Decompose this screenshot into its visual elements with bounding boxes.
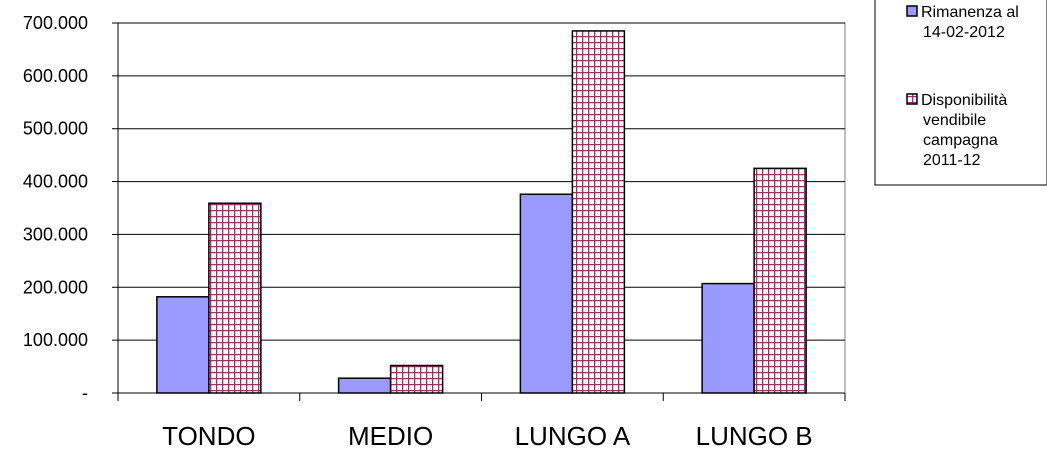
bar-lungo-b-series-1 (701, 282, 755, 394)
legend-label-series-1: 14-02-2012 (923, 24, 1005, 41)
legend-box (874, 0, 1047, 186)
y-tick-label: 500.000 (23, 119, 88, 139)
legend-swatch-series-1 (906, 5, 918, 17)
legend-label-series-2: campagna (923, 132, 998, 149)
y-tick-label: - (82, 383, 88, 403)
y-tick-label: 200.000 (23, 277, 88, 297)
legend-label-series-2: 2011-12 (923, 152, 981, 169)
bar-lungo-a-series-2 (571, 30, 626, 394)
legend-label-series-1: Rimanenza al (921, 4, 1019, 21)
x-category-label: LUNGO B (696, 421, 813, 448)
y-tick-label: 100.000 (23, 330, 88, 350)
y-tick-label: 700.000 (23, 13, 88, 33)
bar-medio-series-2 (389, 364, 444, 394)
bar-tondo-series-2 (208, 202, 262, 394)
y-tick-label: 600.000 (23, 66, 88, 86)
x-category-label: MEDIO (348, 421, 433, 448)
bar-lungo-a-series-1 (519, 193, 574, 394)
legend-label-series-2: Disponibilità (921, 92, 1007, 109)
legend-label-series-2: vendibile (923, 112, 986, 129)
y-tick-label: 400.000 (23, 172, 88, 192)
x-category-label: LUNGO A (515, 421, 631, 448)
x-category-label: TONDO (162, 421, 255, 448)
bar-medio-series-1 (337, 377, 392, 394)
bar-lungo-b-series-2 (753, 167, 807, 394)
bar-tondo-series-1 (156, 296, 210, 394)
legend-swatch-series-2 (906, 93, 918, 105)
y-tick-label: 300.000 (23, 224, 88, 244)
